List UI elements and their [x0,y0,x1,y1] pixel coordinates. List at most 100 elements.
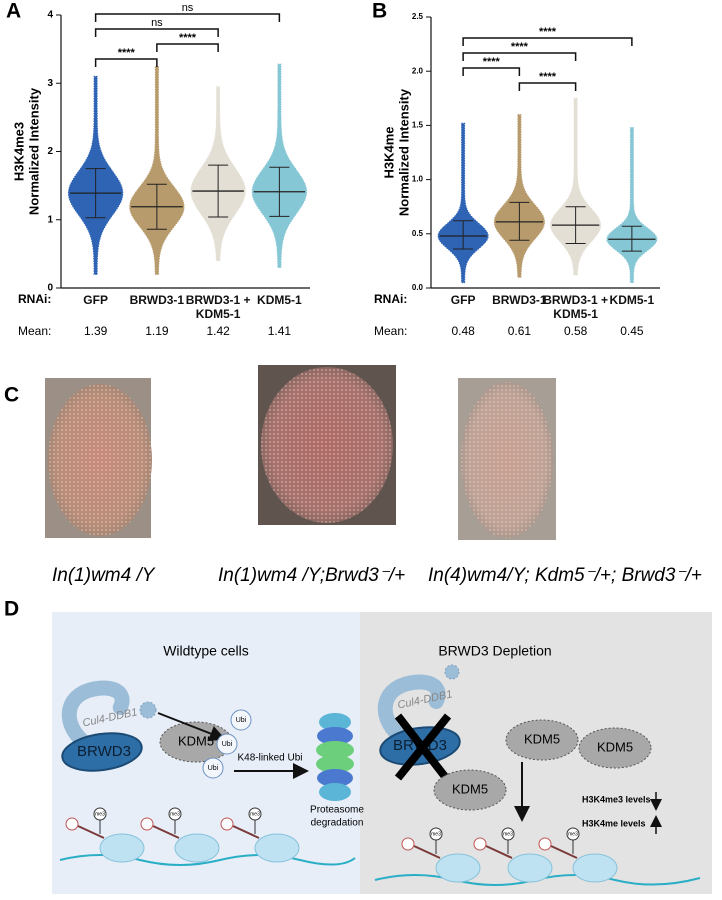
diagram-title: BRWD3 Depletion [438,643,551,659]
nucleosomes [401,827,618,883]
kdm5 [433,769,507,811]
nucleosomes [65,807,300,863]
row-label: Mean: [374,324,407,338]
methyl [566,827,580,841]
significance-label: **** [539,26,557,38]
y-axis-label: H3K4me [381,126,396,178]
brwd3 [61,732,143,772]
data-cloud [549,97,602,276]
tail-mark [538,837,552,851]
tail [152,825,180,839]
mark-label: me3 [95,811,105,817]
significance-label: **** [179,32,197,44]
y-tick-label: 0.0 [412,283,424,292]
row-label: Mean: [18,324,51,338]
proteasome-ring [319,783,351,801]
kdm5 [578,727,652,769]
protein-label: KDM5 [524,731,560,746]
data-cloud [606,127,658,284]
significance-bracket [518,82,577,91]
genotype-caption: In(4)wm4/Y; Kdm5⁻/+; Brwd3⁻/+ [428,565,702,586]
ubiquitin [216,733,238,755]
y-tick-label: 4 [47,10,53,21]
ubi-label: Ubi [236,717,247,724]
tail [485,845,513,859]
mean-value: 1.41 [268,324,292,338]
proteasome [316,713,354,801]
y-axis-label: Normalized Intensity [396,88,411,216]
mean-value: 1.42 [206,324,230,338]
tail [77,825,105,839]
y-axis-label: H3K4me3 [11,122,26,181]
tail-mark [65,817,79,831]
proteasome-label: degradation [311,818,364,829]
protein-label: KDM5 [178,733,214,748]
significance-bracket [94,58,158,67]
cul4-ddb1 [61,680,130,756]
significance-bracket [462,52,577,61]
depletion-cross [394,713,452,781]
data-cloud [493,114,546,278]
x-tick-label: BRWD3-1 + KDM5-1 [543,293,609,321]
significance-label: **** [511,41,529,53]
data-cloud [129,65,185,275]
mark-label: me3 [170,811,180,817]
mean-value: 1.19 [145,324,169,338]
tail-mark [401,837,415,851]
ubiquitin [230,709,252,731]
x-tick-label: KDM5-1 [257,293,302,307]
cul4-tip [444,664,460,680]
nucleosome [99,833,145,863]
mark-label: me3 [431,831,441,837]
panel-label: D [4,598,19,621]
ubi-label: Ubi [222,741,233,748]
significance-label: **** [483,56,501,68]
methyl [501,827,515,841]
protein-label: KDM5 [597,739,633,754]
panel-label: A [6,0,21,23]
ubiquitin [202,757,224,779]
panel-label: B [372,0,387,23]
row-label: RNAi: [18,292,51,306]
significance-bracket [94,13,281,22]
nucleosome [572,853,618,883]
significance-bracket [156,43,219,52]
x-tick-label: BRWD3-1 [492,293,547,307]
tail-mark [140,817,154,831]
mean-value: 0.61 [508,324,532,338]
y-tick-label: 1.0 [412,175,424,184]
y-tick-label: 1.5 [412,121,424,130]
genotype-caption: In(1)wm4 /Y;Brwd3⁻/+ [218,565,405,586]
protein-label: BRWD3 [77,743,131,760]
y-tick-label: 2.5 [412,12,424,21]
significance-label: ns [182,2,194,14]
y-tick-label: 1 [47,214,53,225]
mark-label: me3 [503,831,513,837]
mean-value: 0.45 [620,324,644,338]
significance-label: **** [118,47,136,59]
proteasome-label: Proteasome [310,805,364,816]
nucleosome [254,833,300,863]
proteasome-ring [316,755,354,773]
proteasome-ring [319,713,351,731]
x-tick-label: KDM5-1 [609,293,655,307]
protein-label: KDM5 [452,781,488,796]
y-tick-label: 2 [47,146,53,157]
significance-label: **** [539,71,557,83]
methyl [429,827,443,841]
cul4-ddb1 [377,674,446,750]
tail-mark [473,837,487,851]
mark-label: me3 [250,811,260,817]
kdm5 [505,719,579,761]
x-tick-label: GFP [450,293,476,307]
tail [413,845,441,859]
eye-facets [261,367,393,523]
mean-value: 0.58 [564,324,588,338]
methyl [93,807,107,821]
diagram-title: Wildtype cells [163,643,249,659]
x-tick-label: BRWD3-1 [129,293,185,307]
x-tick-label: BRWD3-1 + KDM5-1 [185,293,251,321]
tail [232,825,260,839]
proteasome-ring [317,769,353,787]
